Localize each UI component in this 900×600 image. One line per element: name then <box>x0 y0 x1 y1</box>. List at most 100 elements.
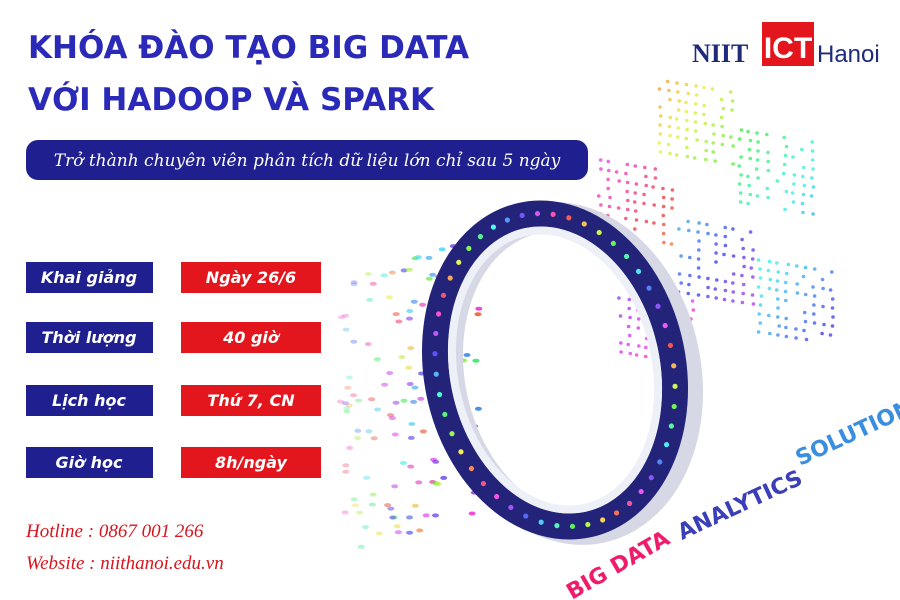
dot <box>668 115 673 120</box>
dot <box>746 201 750 206</box>
dot <box>811 167 815 171</box>
dot <box>387 413 394 418</box>
dot <box>350 393 357 398</box>
dot <box>695 138 699 142</box>
ring-light <box>447 275 453 281</box>
decoration <box>337 79 835 549</box>
dot <box>658 132 663 136</box>
dot <box>795 264 799 268</box>
dot <box>704 157 708 162</box>
ring-light <box>613 510 620 516</box>
dot <box>711 141 715 145</box>
ring-light <box>458 449 464 455</box>
dot <box>354 436 362 440</box>
ring <box>421 200 703 545</box>
dot <box>810 140 814 144</box>
dot <box>653 167 658 171</box>
dot <box>661 213 666 218</box>
dot <box>784 325 788 330</box>
dot <box>692 156 697 160</box>
dot <box>675 81 679 85</box>
dot <box>440 475 448 480</box>
dot <box>739 155 743 159</box>
dot <box>410 399 418 404</box>
dot <box>702 112 706 117</box>
ring-light <box>504 217 510 223</box>
dot <box>625 162 630 167</box>
dot <box>704 139 708 144</box>
dot <box>739 173 743 177</box>
dot <box>345 375 353 380</box>
dot <box>388 416 396 421</box>
dot <box>380 273 388 278</box>
dot <box>723 234 728 239</box>
dot <box>802 183 807 188</box>
dot <box>714 296 718 300</box>
dot <box>765 186 770 191</box>
ring-light <box>490 224 497 230</box>
dot <box>676 90 680 94</box>
ring-light <box>569 523 576 529</box>
dot <box>643 165 647 170</box>
dot <box>406 515 413 520</box>
dot <box>791 200 796 204</box>
dot <box>375 531 383 536</box>
dot <box>801 210 805 215</box>
dot <box>775 261 779 265</box>
dot <box>775 179 780 183</box>
dot <box>795 291 800 295</box>
dot <box>432 513 439 518</box>
dot <box>810 158 815 162</box>
dot <box>342 327 350 332</box>
dot <box>384 503 392 508</box>
dot <box>472 358 480 363</box>
ring-light <box>596 229 602 236</box>
dot <box>696 257 701 261</box>
dot <box>809 194 814 198</box>
dot <box>429 272 437 277</box>
dot <box>795 282 799 286</box>
dot <box>757 312 761 316</box>
dot <box>828 288 833 292</box>
dot <box>677 272 682 276</box>
dot <box>792 173 797 177</box>
value-box <box>181 322 321 353</box>
dot <box>625 207 630 212</box>
dot <box>408 422 416 426</box>
dot <box>694 93 699 97</box>
dot <box>696 266 701 270</box>
dot <box>632 200 637 204</box>
dot <box>740 237 744 242</box>
dot <box>676 108 681 112</box>
dot <box>784 298 788 303</box>
dot <box>607 204 612 209</box>
ring-light <box>672 383 678 389</box>
dot <box>425 276 433 281</box>
dot <box>410 299 418 304</box>
dot <box>811 212 815 216</box>
dot <box>686 219 690 224</box>
dot <box>684 136 688 141</box>
dot <box>693 129 698 133</box>
dot <box>627 306 631 311</box>
dot <box>715 278 719 282</box>
dot <box>738 200 743 204</box>
dot <box>661 231 666 236</box>
dot <box>721 133 725 138</box>
dot <box>406 382 414 386</box>
dot <box>711 150 715 154</box>
dot <box>783 280 788 285</box>
dot <box>740 273 744 278</box>
dot <box>617 296 621 300</box>
dot <box>598 158 603 162</box>
dot <box>748 230 753 234</box>
dot <box>831 315 835 319</box>
dot <box>748 192 753 197</box>
dot <box>369 281 377 286</box>
ring-light <box>671 363 677 369</box>
dot <box>677 227 681 231</box>
dot <box>373 357 381 362</box>
dot <box>804 337 809 342</box>
dot <box>812 303 816 307</box>
row-label: Lịch học <box>52 391 127 410</box>
